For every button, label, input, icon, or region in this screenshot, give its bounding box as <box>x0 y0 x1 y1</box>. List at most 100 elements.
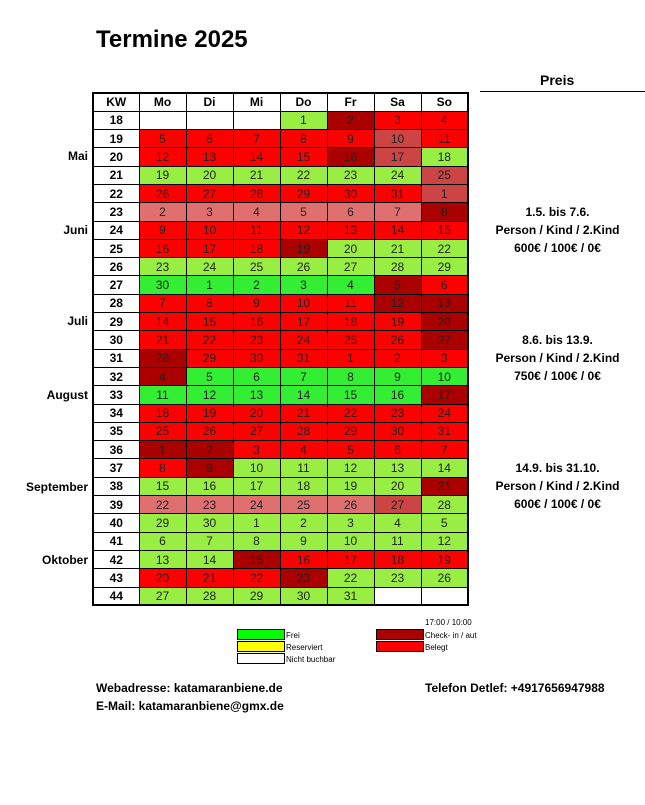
day-cell: 26 <box>138 183 187 204</box>
day-cell: 25 <box>232 257 281 277</box>
day-cell: 14 <box>420 458 469 478</box>
week-number: 44 <box>92 586 140 606</box>
week-row: 33 11 12 13 14 15 16 17 <box>92 385 469 405</box>
day-cell: 16 <box>279 549 328 570</box>
day-cell: 30 <box>279 586 328 606</box>
day-cell: 23 <box>279 568 328 588</box>
day-cell: 30 <box>232 348 281 368</box>
day-cell: 28 <box>138 348 187 368</box>
day-cell: 29 <box>232 586 281 606</box>
day-cell: 28 <box>420 495 469 515</box>
day-cell: 13 <box>185 147 234 167</box>
day-cell: 14 <box>185 549 234 570</box>
day-cell: 16 <box>185 476 234 497</box>
day-cell: 22 <box>420 238 469 259</box>
day-cell: 8 <box>185 293 234 314</box>
week-number: 28 <box>92 293 140 314</box>
day-cell: 7 <box>185 531 234 551</box>
day-cell: 19 <box>138 165 187 185</box>
legend-checkin-times: 17:00 / 10:00 <box>425 618 472 627</box>
day-cell: 24 <box>279 330 328 350</box>
day-cell: 9 <box>326 129 375 149</box>
day-cell: 5 <box>326 440 375 460</box>
day-cell: 31 <box>326 586 375 606</box>
day-cell <box>138 110 187 131</box>
legend-swatch-reserved <box>237 641 285 652</box>
price-header: Preis <box>540 72 575 88</box>
day-cell: 2 <box>232 275 281 295</box>
week-number: 19 <box>92 129 140 149</box>
month-label-juli: Juli <box>67 314 88 328</box>
month-label-mai: Mai <box>67 149 88 163</box>
week-number: 34 <box>92 403 140 423</box>
day-cell: 10 <box>185 220 234 240</box>
day-cell: 4 <box>420 110 469 131</box>
day-cell: 21 <box>373 238 422 259</box>
week-number: 33 <box>92 385 140 405</box>
day-cell: 1 <box>185 275 234 295</box>
legend-swatch-booked <box>376 641 424 652</box>
week-number: 39 <box>92 495 140 515</box>
day-cell: 5 <box>373 275 422 295</box>
day-cell: 19 <box>279 238 328 259</box>
day-cell: 26 <box>420 568 469 588</box>
day-cell: 17 <box>326 549 375 570</box>
day-cell: 17 <box>279 312 328 332</box>
price-header-underline <box>480 91 645 92</box>
day-cell: 16 <box>326 147 375 167</box>
day-cell: 18 <box>420 147 469 167</box>
day-cell: 27 <box>138 586 187 606</box>
day-cell: 21 <box>420 476 469 497</box>
price-amount: 600€ / 100€ / 0€ <box>514 497 601 511</box>
day-cell: 22 <box>185 330 234 350</box>
day-cell: 12 <box>326 458 375 478</box>
day-cell: 3 <box>326 513 375 533</box>
day-cell: 14 <box>373 220 422 240</box>
header-fr: Fr <box>326 92 375 112</box>
day-cell: 19 <box>185 403 234 423</box>
day-cell: 2 <box>373 348 422 368</box>
day-cell: 13 <box>138 549 187 570</box>
day-cell: 27 <box>232 421 281 442</box>
day-cell: 11 <box>420 129 469 149</box>
price-block-1: 1.5. bis 7.6. Person / Kind / 2.Kind 600… <box>470 203 645 257</box>
day-cell: 15 <box>420 220 469 240</box>
week-number: 29 <box>92 312 140 332</box>
day-cell: 8 <box>420 202 469 222</box>
day-cell: 28 <box>373 257 422 277</box>
day-cell: 30 <box>138 275 187 295</box>
day-cell: 23 <box>232 330 281 350</box>
day-cell: 26 <box>373 330 422 350</box>
day-cell: 31 <box>420 421 469 442</box>
day-cell: 27 <box>373 495 422 515</box>
day-cell: 6 <box>232 366 281 387</box>
week-row: 26 23 24 25 26 27 28 29 <box>92 257 469 277</box>
day-cell: 7 <box>138 293 187 314</box>
day-cell: 28 <box>232 183 281 204</box>
day-cell: 8 <box>138 458 187 478</box>
header-do: Do <box>279 92 328 112</box>
day-cell: 24 <box>420 403 469 423</box>
day-cell: 17 <box>373 147 422 167</box>
day-cell: 12 <box>279 220 328 240</box>
day-cell <box>420 586 469 606</box>
day-cell: 11 <box>373 531 422 551</box>
day-cell: 9 <box>138 220 187 240</box>
day-cell: 12 <box>420 531 469 551</box>
day-cell: 18 <box>138 403 187 423</box>
day-cell: 4 <box>138 366 187 387</box>
day-cell: 13 <box>373 458 422 478</box>
day-cell: 24 <box>185 257 234 277</box>
day-cell: 8 <box>326 366 375 387</box>
week-number: 38 <box>92 476 140 497</box>
week-row: 40 29 30 1 2 3 4 5 <box>92 513 469 533</box>
day-cell: 7 <box>279 366 328 387</box>
header-mo: Mo <box>138 92 187 112</box>
day-cell: 23 <box>373 403 422 423</box>
day-cell: 1 <box>326 348 375 368</box>
day-cell: 9 <box>279 531 328 551</box>
day-cell: 21 <box>232 165 281 185</box>
week-row: 30 21 22 23 24 25 26 27 <box>92 330 469 350</box>
week-row: 22 26 27 28 29 30 31 1 <box>92 183 469 204</box>
week-row: 27 30 1 2 3 4 5 6 <box>92 275 469 295</box>
